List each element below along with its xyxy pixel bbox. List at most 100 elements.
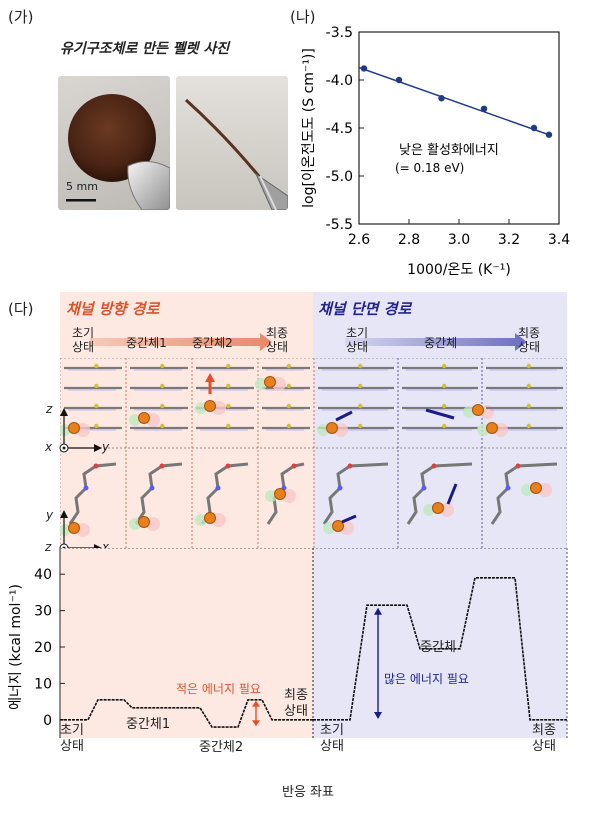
axis-x-bottom: x <box>102 540 110 554</box>
lithium-ion <box>472 404 484 416</box>
lithium-ion <box>138 412 150 424</box>
panel-b-label: (나) <box>290 8 316 26</box>
cross-state-initial: 초기 상태 <box>345 326 369 354</box>
sulfur-atom <box>358 383 363 389</box>
anion-halo <box>195 514 207 526</box>
pellet-film-image <box>184 98 288 210</box>
energy-right-int: 중간체 <box>420 640 456 655</box>
sulfur-atom <box>226 403 231 409</box>
energy-xlabel: 반응 좌표 <box>282 785 334 800</box>
sulfur-atom <box>526 423 531 429</box>
molecule-chain <box>406 462 473 525</box>
oxygen-atom <box>347 463 353 469</box>
pellet-photo-front: 5 mm <box>58 76 170 210</box>
sulfur-atom <box>286 423 291 429</box>
axis-glyphs <box>59 408 102 553</box>
lithium-ion <box>204 400 216 412</box>
energy-y-tick-label: 30 <box>34 604 52 620</box>
channel-energy-profile <box>60 698 313 728</box>
scale-bar-label: 5 mm <box>66 180 98 193</box>
anion-halo <box>323 522 335 534</box>
energy-y-tick-label: 10 <box>34 676 52 692</box>
axis-x-top: x <box>45 440 53 454</box>
anion-halo <box>129 518 141 530</box>
energy-right-initial: 초기 상태 <box>320 723 344 754</box>
data-point <box>360 65 368 72</box>
lithium-ion <box>530 482 542 494</box>
cross-energy-bg <box>313 548 567 738</box>
nitrogen-atom <box>505 485 511 491</box>
channel-progress-arrow <box>90 333 272 351</box>
axis-y-top: y <box>102 440 110 454</box>
y-tick-label: -3.5 <box>326 25 353 41</box>
cross-progress-arrow <box>345 333 527 351</box>
sulfur-atom <box>286 403 291 409</box>
x-tick-label: 2.6 <box>348 232 370 248</box>
molecule-chain <box>134 462 183 525</box>
oxygen-atom <box>515 463 521 469</box>
lithium-ion <box>432 502 444 514</box>
sulfur-atom <box>286 383 291 389</box>
lithium-ion <box>486 422 498 434</box>
y-tick-label: -4.5 <box>326 121 353 137</box>
energy-diagram: 0 10 20 30 40 에너지 (kcal mol⁻¹) <box>8 548 568 738</box>
sulfur-atom <box>94 423 99 429</box>
sulfur-atom <box>358 403 363 409</box>
sulfur-atom <box>226 423 231 429</box>
move-arrow <box>425 408 455 420</box>
channel-state-int2: 중간체2 <box>192 336 233 350</box>
sulfur-atom <box>226 383 231 389</box>
cross-state-int: 중간체 <box>424 336 458 350</box>
sulfur-atom <box>526 383 531 389</box>
oxygen-atom <box>431 463 437 469</box>
energy-right-note: 많은 에너지 필요 <box>384 672 469 686</box>
large-barrier-arrow-head <box>374 607 382 615</box>
y-tick-label: -4.0 <box>326 73 353 89</box>
energy-left-note: 적은 에너지 필요 <box>176 682 261 696</box>
panel-c-label: (다) <box>8 300 34 318</box>
molecule-chain <box>322 462 389 525</box>
channel-state-initial: 초기 상태 <box>71 326 95 354</box>
energy-y-axis-label: 에너지 (kcal mol⁻¹) <box>8 584 24 710</box>
energy-y-tick-label: 20 <box>34 640 52 656</box>
x-tick-label: 3.4 <box>548 232 570 248</box>
x-tick-label: 3.2 <box>498 232 520 248</box>
sulfur-atom <box>160 383 165 389</box>
sulfur-atom <box>160 403 165 409</box>
sulfur-atom <box>442 403 447 409</box>
sulfur-atom <box>160 363 165 369</box>
energy-left-final: 최종 상태 <box>284 688 308 719</box>
channel-path-title: 채널 방향 경로 <box>66 300 160 318</box>
lithium-ion <box>204 512 216 524</box>
sulfur-atom <box>226 363 231 369</box>
sulfur-atom <box>286 363 291 369</box>
nitrogen-atom <box>421 485 427 491</box>
lithium-ion <box>326 422 338 434</box>
data-point <box>480 105 488 113</box>
channel-state-int1: 중간체1 <box>126 336 167 350</box>
sulfur-atom <box>442 423 447 429</box>
anion-halo <box>423 504 435 516</box>
channel-state-final: 최종 상태 <box>265 326 289 354</box>
oxygen-atom <box>225 463 231 469</box>
molecule-grid <box>60 358 567 550</box>
lithium-ion <box>68 422 80 434</box>
lithium-ion <box>332 520 344 532</box>
small-barrier-arrow-head <box>252 720 260 727</box>
lithium-ion <box>138 516 150 528</box>
anion-halo <box>477 424 489 436</box>
pellet-photo-side <box>176 76 288 210</box>
cross-path-title: 채널 단면 경로 <box>318 300 412 318</box>
lithium-ion <box>264 376 276 388</box>
data-point <box>545 131 553 138</box>
anion-halo <box>265 490 277 502</box>
anion-halo <box>255 378 267 390</box>
large-barrier-arrow-head <box>374 711 382 719</box>
sulfur-atom <box>442 383 447 389</box>
lithium-ion <box>68 522 80 534</box>
nitrogen-atom <box>337 485 343 491</box>
pellet-disc-image <box>66 94 170 210</box>
nitrogen-atom <box>215 485 221 491</box>
nitrogen-atom <box>149 485 155 491</box>
sulfur-atom <box>358 363 363 369</box>
